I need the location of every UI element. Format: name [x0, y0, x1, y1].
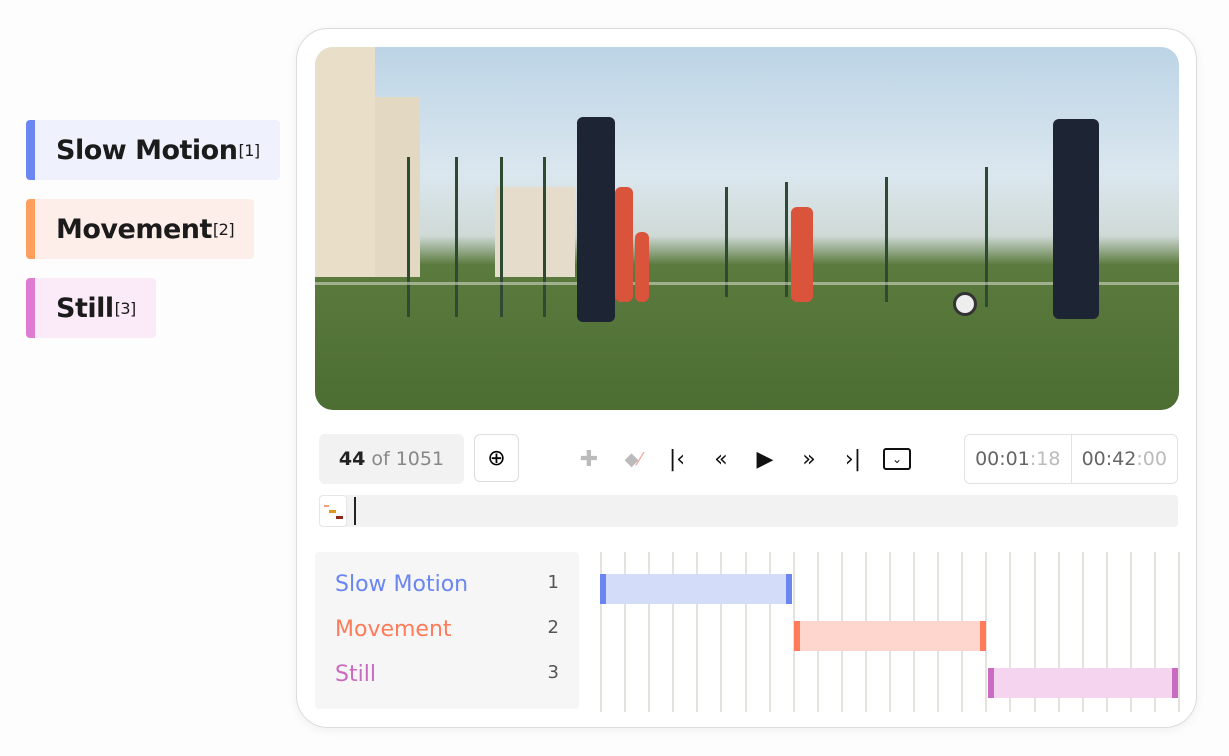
segment-start-handle[interactable] [794, 621, 801, 651]
time-display: 00:01:18 00:42:00 [964, 434, 1178, 484]
total-time-frames: :00 [1136, 448, 1167, 470]
current-time: 00:01:18 [965, 435, 1071, 483]
playhead[interactable] [354, 497, 356, 525]
segment-end-handle[interactable] [979, 621, 986, 651]
legend-label: Movement [56, 213, 212, 245]
skip-to-start-icon: |‹ [668, 446, 686, 472]
segment-bar[interactable] [987, 668, 1178, 698]
track-list: Slow Motion 1 Movement 2 Still 3 [315, 552, 579, 709]
timeline-toggle-icon[interactable] [319, 495, 347, 527]
add-keyframe-icon: ✚ [579, 446, 599, 472]
fast-forward-button[interactable]: » [787, 447, 831, 472]
current-time-frames: :18 [1029, 448, 1061, 470]
frame-counter[interactable]: 44 of 1051 [319, 434, 464, 484]
dropdown-button[interactable]: ⌄ [875, 448, 919, 470]
play-icon: ▶ [756, 446, 774, 472]
video-frame[interactable] [315, 47, 1179, 410]
rewind-icon: « [714, 446, 728, 472]
track-index: 2 [547, 617, 559, 638]
legend-slow-motion[interactable]: Slow Motion [1] [26, 120, 280, 180]
track-label: Movement [335, 617, 452, 642]
segment-start-handle[interactable] [987, 668, 994, 698]
grid-line [624, 552, 627, 712]
track-row[interactable]: Movement 2 [335, 617, 559, 642]
add-keyframe-button[interactable]: ✚ [567, 447, 611, 472]
segment-bar[interactable] [600, 574, 793, 604]
rewind-button[interactable]: « [699, 447, 743, 472]
legend-key: [3] [114, 298, 137, 318]
zoom-in-icon: ⊕ [487, 445, 506, 471]
grid-line [985, 552, 988, 712]
skip-to-end-icon: ›| [844, 446, 862, 472]
segment-end-handle[interactable] [786, 574, 793, 604]
grid-line [744, 552, 747, 712]
grid-line [768, 552, 771, 712]
segment-start-handle[interactable] [600, 574, 606, 604]
segment-end-handle[interactable] [1171, 668, 1178, 698]
track-index: 1 [547, 572, 559, 593]
grid-line [1081, 552, 1084, 712]
grid-line [1153, 552, 1156, 712]
total-time-value: 00:42 [1081, 448, 1137, 470]
remove-keyframe-icon: ◆⁄ [624, 448, 642, 470]
legend-label: Still [56, 292, 114, 324]
total-time: 00:42:00 [1070, 435, 1178, 483]
track-row[interactable]: Slow Motion 1 [335, 572, 559, 597]
grid-line [600, 552, 602, 712]
legend-movement[interactable]: Movement [2] [26, 199, 255, 259]
transport-controls: ✚ ◆⁄ |‹ « ▶ » ›| ⌄ [567, 434, 919, 484]
grid-line [696, 552, 699, 712]
fast-forward-icon: » [802, 446, 816, 472]
grid-line [672, 552, 675, 712]
video-annotation-panel: 44 of 1051 ⊕ ✚ ◆⁄ |‹ « ▶ » ›| ⌄ 00:01:18 … [296, 28, 1197, 728]
legend-label: Slow Motion [56, 134, 238, 166]
zoom-button[interactable]: ⊕ [474, 434, 519, 482]
grid-line [648, 552, 651, 712]
track-index: 3 [547, 662, 559, 683]
skip-to-end-button[interactable]: ›| [831, 447, 875, 472]
grid-line [1129, 552, 1132, 712]
track-row[interactable]: Still 3 [335, 662, 559, 687]
skip-to-start-button[interactable]: |‹ [655, 447, 699, 472]
track-label: Slow Motion [335, 572, 469, 597]
legend-key: [2] [212, 219, 235, 239]
scrubber-track[interactable] [319, 495, 1178, 527]
grid-line [1009, 552, 1012, 712]
current-time-value: 00:01 [975, 448, 1030, 470]
frame-total: of 1051 [371, 448, 445, 470]
dropdown-icon: ⌄ [883, 448, 911, 470]
legend-key: [1] [238, 140, 260, 160]
grid-line [1033, 552, 1036, 712]
timeline-grid [600, 552, 1180, 712]
grid-line [1178, 552, 1180, 712]
remove-keyframe-button[interactable]: ◆⁄ [611, 449, 655, 470]
grid-line [720, 552, 723, 712]
frame-current: 44 [338, 448, 366, 470]
grid-line [792, 552, 795, 712]
segment-bar[interactable] [794, 621, 986, 651]
grid-line [1057, 552, 1060, 712]
track-label: Still [335, 662, 376, 687]
grid-line [1105, 552, 1108, 712]
play-button[interactable]: ▶ [743, 447, 787, 472]
legend-still[interactable]: Still [3] [26, 278, 156, 338]
